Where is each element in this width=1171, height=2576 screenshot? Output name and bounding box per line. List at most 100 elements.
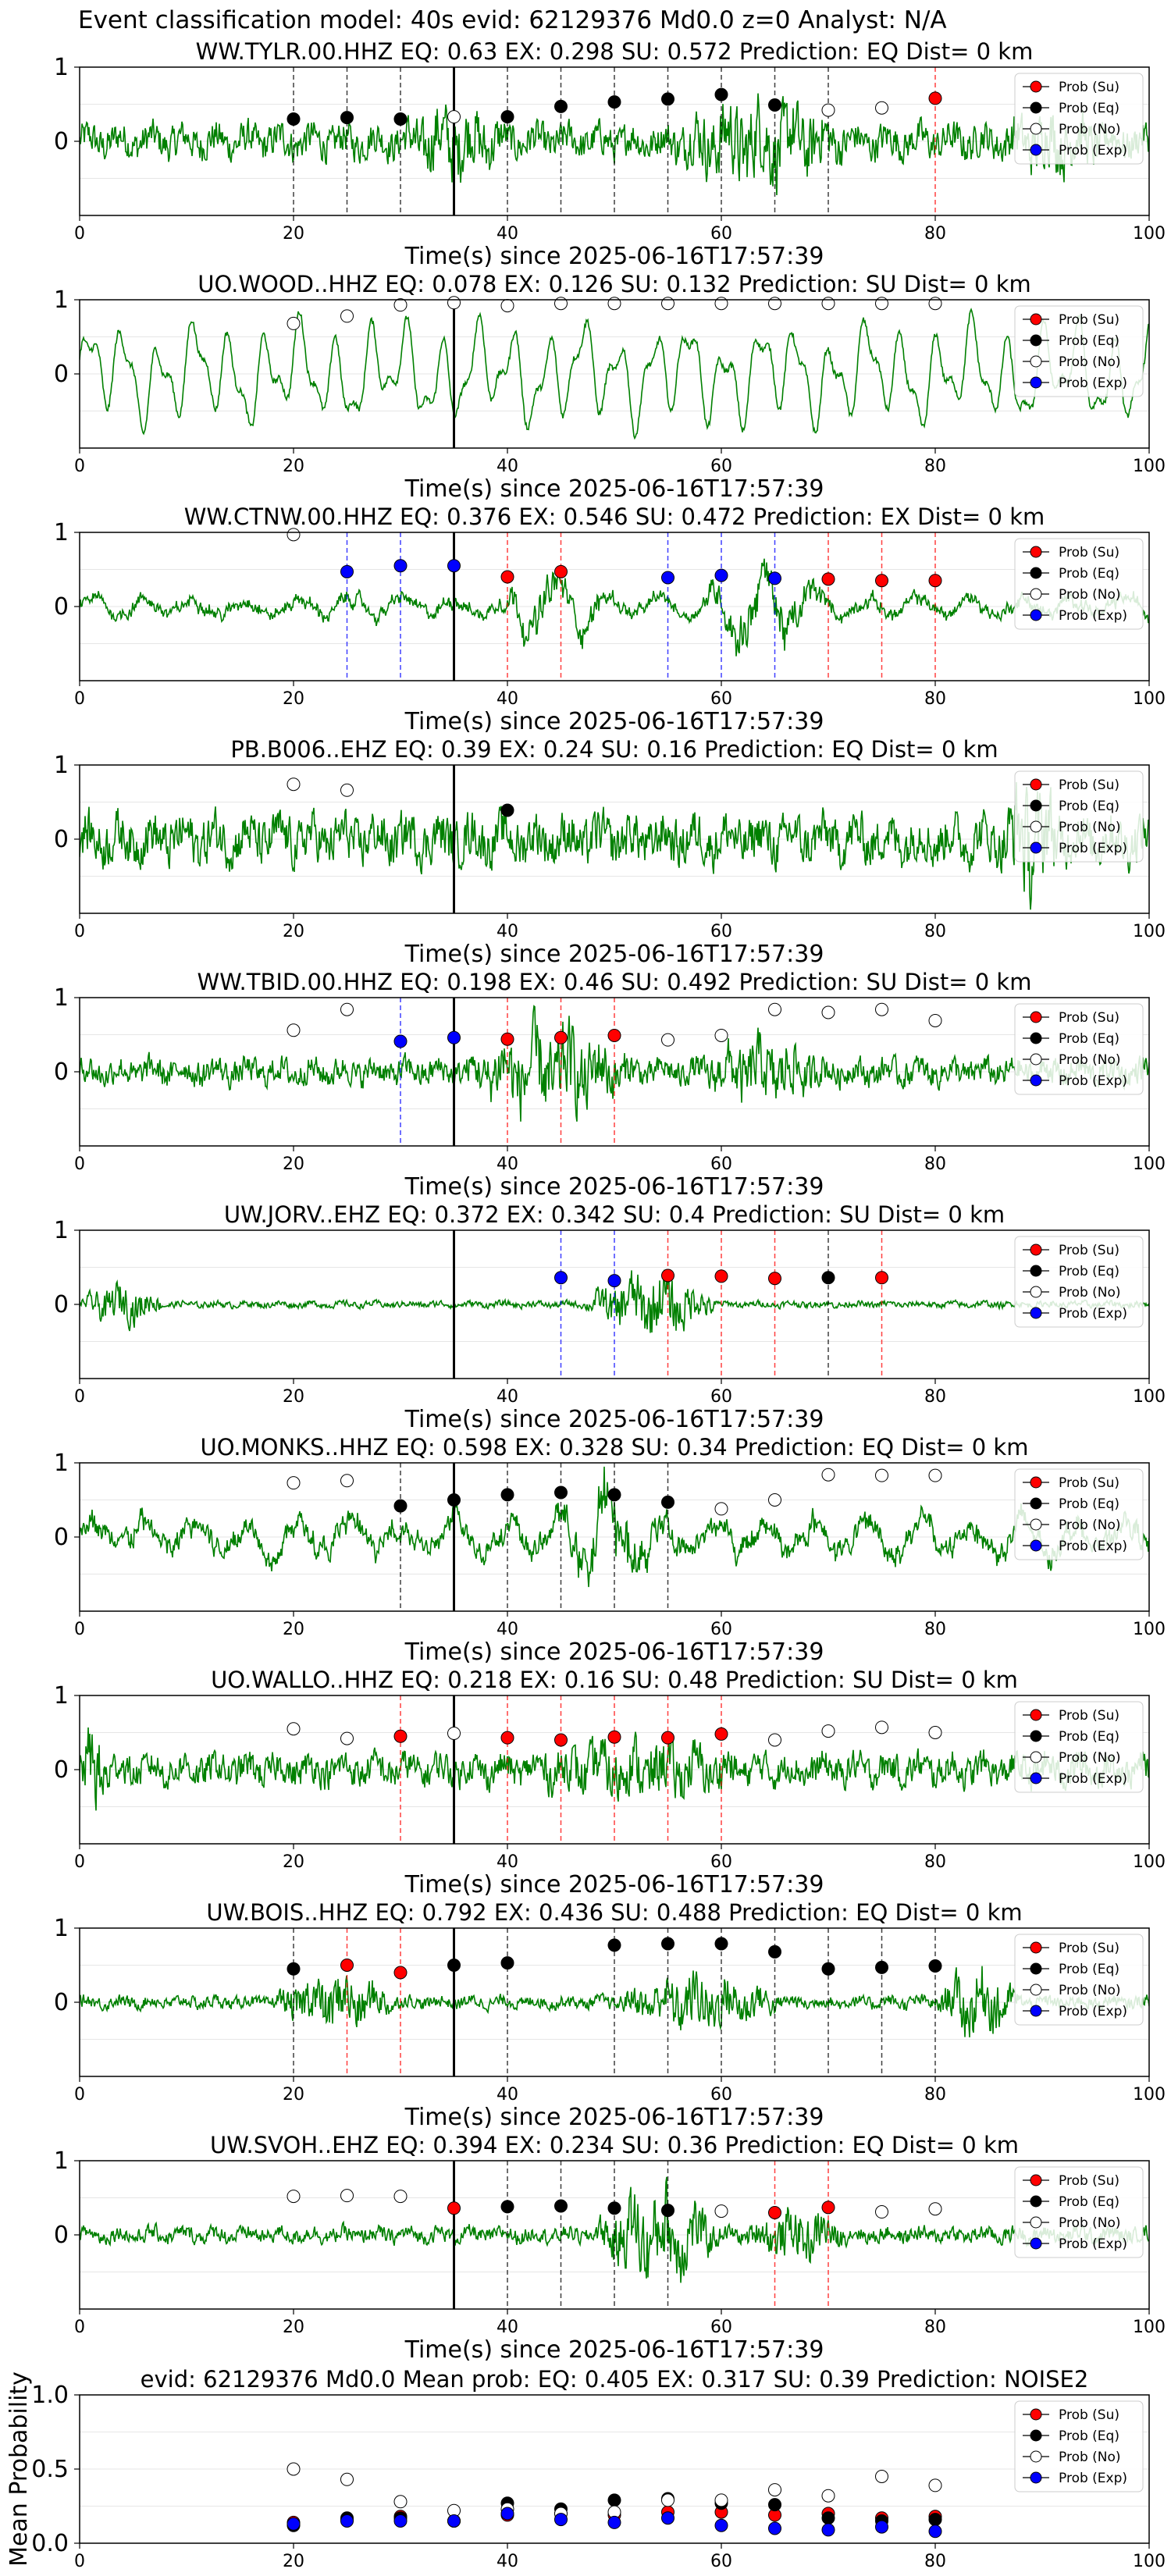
x-tick-label: 80	[924, 2318, 946, 2337]
y-tick-label: 0	[54, 128, 69, 155]
legend-marker-eq	[1030, 1497, 1042, 1510]
prob-marker-exp	[714, 568, 728, 582]
x-tick-label: 40	[497, 922, 518, 941]
x-tick-label: 0	[74, 224, 85, 244]
prob-marker-eq	[928, 2513, 942, 2527]
prob-marker-no	[875, 1468, 888, 1482]
x-tick-label: 60	[710, 2318, 732, 2337]
prob-marker-eq	[821, 1271, 835, 1285]
prob-marker-su	[768, 2206, 781, 2219]
prob-marker-no	[875, 101, 888, 115]
x-tick-label: 40	[497, 457, 518, 476]
x-tick-label: 20	[283, 2552, 304, 2571]
prob-marker-eq	[554, 99, 568, 113]
x-tick-label: 0	[74, 1852, 85, 1872]
x-tick-label: 100	[1133, 2552, 1166, 2571]
y-tick-label: 1	[54, 1682, 69, 1710]
prob-marker-no	[340, 2472, 354, 2486]
prob-marker-no	[821, 2489, 835, 2503]
legend-label: Prob (Eq)	[1059, 1496, 1119, 1512]
legend-label: Prob (No)	[1059, 1285, 1121, 1300]
prob-marker-eq	[714, 1937, 728, 1951]
prob-marker-eq	[607, 2493, 621, 2507]
prob-marker-exp	[768, 2521, 781, 2535]
prob-marker-no	[714, 1502, 728, 1516]
prob-marker-eq	[607, 2201, 621, 2215]
prob-marker-no	[340, 2189, 354, 2203]
legend-label: Prob (Su)	[1059, 80, 1119, 95]
legend-label: Prob (Exp)	[1059, 1771, 1127, 1787]
legend-label: Prob (No)	[1059, 1052, 1121, 1068]
prob-marker-no	[340, 1474, 354, 1488]
legend-box	[1014, 1468, 1144, 1560]
panel-9: 0 20 40 60 80 100 0 1 UW.BOIS..HHZ EQ: 0.792 EX:…	[54, 1899, 1166, 2131]
prob-marker-no	[340, 1731, 354, 1745]
prob-marker-eq	[287, 112, 301, 126]
legend-marker-su	[1030, 1244, 1042, 1256]
x-tick-label: 0	[74, 1155, 85, 1174]
legend-label: Prob (No)	[1059, 1517, 1121, 1533]
x-tick-label: 60	[710, 1852, 732, 1872]
waveform-trace	[80, 558, 1149, 656]
x-axis-label: Time(s) since 2025-06-16T17:57:39	[404, 1173, 824, 1201]
x-tick-label: 20	[283, 224, 304, 244]
legend-label: Prob (Exp)	[1059, 608, 1127, 624]
x-tick-label: 20	[283, 1852, 304, 1872]
prob-marker-no	[447, 110, 461, 124]
prob-marker-su	[768, 1272, 781, 1286]
prob-marker-no	[661, 2493, 674, 2507]
panel-title: UW.JORV..EHZ EQ: 0.372 EX: 0.342 SU: 0.4…	[224, 1201, 1005, 1228]
prob-marker-exp	[287, 2517, 301, 2531]
prob-marker-no	[928, 2202, 942, 2216]
x-tick-label: 60	[710, 922, 732, 941]
prob-marker-no	[500, 299, 514, 313]
y-tick-label: 0.5	[31, 2456, 69, 2483]
x-tick-label: 100	[1133, 1852, 1166, 1872]
prob-marker-eq	[500, 110, 514, 124]
waveform-trace	[80, 1005, 1149, 1122]
prob-marker-eq	[821, 1962, 835, 1976]
legend-label: Prob (Eq)	[1059, 2194, 1119, 2210]
prob-marker-no	[287, 1476, 301, 1490]
x-tick-label: 100	[1133, 1155, 1166, 1174]
legend-box	[1014, 1934, 1144, 2026]
x-axis-label: Time(s) since 2025-06-16T17:57:39	[404, 475, 824, 503]
x-axis-label: Time(s) since 2025-06-16T17:57:39	[404, 1638, 824, 1666]
prob-marker-su	[714, 1727, 728, 1741]
legend-marker-su	[1030, 2408, 1042, 2421]
legend-marker-eq	[1030, 1962, 1042, 1975]
waveform-trace	[80, 781, 1149, 910]
legend-label: Prob (Exp)	[1059, 2471, 1127, 2486]
legend-marker-su	[1030, 80, 1042, 93]
prob-marker-exp	[607, 2515, 621, 2529]
prob-marker-su	[447, 2201, 461, 2215]
legend-label: Prob (Exp)	[1059, 2004, 1127, 2019]
legend-marker-exp	[1030, 1539, 1042, 1552]
y-tick-label: 0	[54, 1059, 69, 1086]
prob-marker-exp	[340, 564, 354, 578]
prob-marker-eq	[875, 1960, 888, 1974]
x-tick-label: 80	[924, 224, 946, 244]
x-tick-label: 60	[710, 1620, 732, 1639]
prob-marker-no	[928, 297, 942, 311]
panel-8: 0 20 40 60 80 100 0 1 UO.WALLO..HHZ EQ: 0.218 EX…	[54, 1667, 1166, 1898]
prob-marker-eq	[554, 2199, 568, 2213]
prob-marker-eq	[928, 1959, 942, 1973]
prob-marker-eq	[821, 2511, 835, 2525]
x-axis-label: Time(s) since 2025-06-16T17:57:39	[404, 1406, 824, 1433]
prob-marker-su	[340, 1959, 354, 1972]
legend-marker-no	[1030, 2450, 1042, 2463]
y-tick-label: 1	[54, 1450, 69, 1477]
prob-marker-su	[821, 2201, 835, 2215]
panel-title: WW.CTNW.00.HHZ EQ: 0.376 EX: 0.546 SU: 0…	[184, 503, 1045, 530]
prob-marker-no	[447, 296, 461, 310]
prob-marker-eq	[393, 112, 408, 126]
x-tick-label: 80	[924, 1155, 946, 1174]
prob-marker-eq	[500, 1956, 514, 1970]
legend-box	[1014, 770, 1144, 863]
prob-marker-no	[287, 2462, 301, 2476]
legend-marker-no	[1030, 820, 1042, 833]
legend-label: Prob (Su)	[1059, 1941, 1119, 1956]
x-tick-label: 40	[497, 689, 518, 709]
x-tick-label: 40	[497, 1620, 518, 1639]
